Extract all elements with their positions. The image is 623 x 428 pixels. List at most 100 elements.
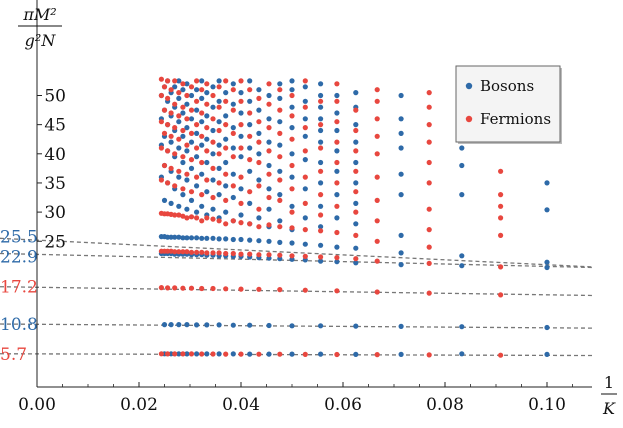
data-point: [176, 249, 182, 255]
data-point: [289, 225, 295, 231]
data-point: [216, 119, 222, 125]
data-point: [176, 234, 182, 240]
data-point: [180, 110, 186, 116]
data-point: [230, 322, 236, 328]
data-point: [158, 285, 164, 291]
data-point: [199, 159, 205, 166]
data-point: [318, 127, 324, 134]
data-point: [353, 168, 359, 174]
data-point: [172, 151, 178, 157]
data-point: [498, 352, 504, 358]
data-point: [180, 186, 186, 192]
data-point: [498, 203, 504, 209]
data-point: [266, 194, 272, 201]
data-point: [334, 159, 340, 166]
data-point: [334, 255, 340, 261]
data-point: [498, 292, 504, 298]
data-point: [176, 145, 182, 151]
data-point: [353, 122, 359, 128]
data-point: [199, 285, 205, 292]
data-point: [256, 238, 262, 244]
data-point: [210, 235, 216, 241]
data-point: [158, 76, 164, 82]
data-point: [176, 212, 182, 218]
data-point: [318, 212, 324, 218]
data-point: [194, 78, 200, 84]
data-point: [223, 197, 229, 203]
data-point: [172, 285, 178, 291]
data-point: [188, 189, 195, 195]
data-point: [247, 237, 253, 243]
data-point: [230, 107, 236, 113]
data-point: [194, 107, 200, 113]
data-point: [318, 139, 324, 145]
data-point: [544, 259, 550, 265]
data-point: [247, 157, 253, 163]
data-point: [289, 203, 295, 209]
data-point: [210, 139, 216, 145]
data-point: [289, 240, 295, 246]
legend-marker: [465, 115, 473, 123]
data-point: [318, 323, 324, 329]
data-point: [302, 98, 308, 104]
data-point: [168, 322, 174, 328]
data-point: [318, 242, 324, 248]
legend-marker: [465, 82, 473, 90]
data-point: [318, 203, 324, 209]
data-point: [223, 136, 229, 142]
data-point: [230, 183, 236, 189]
data-point: [158, 119, 164, 125]
data-point: [161, 322, 168, 328]
data-point: [172, 101, 178, 107]
data-point: [184, 322, 190, 328]
data-point: [230, 125, 236, 131]
data-point: [353, 189, 359, 195]
x-tick-label: 0.00: [18, 395, 56, 415]
data-point: [426, 244, 432, 250]
data-point: [238, 351, 244, 357]
data-point: [289, 125, 295, 131]
data-point: [158, 351, 164, 357]
data-point: [180, 154, 186, 160]
data-point: [184, 81, 190, 87]
data-point: [247, 98, 253, 104]
data-point: [277, 130, 283, 136]
data-point: [277, 119, 283, 125]
data-point: [223, 221, 229, 227]
data-point: [266, 81, 272, 87]
data-point: [238, 145, 244, 151]
data-point: [230, 250, 236, 257]
data-point: [256, 177, 262, 183]
data-point: [199, 235, 205, 241]
data-point: [199, 110, 205, 116]
data-point: [176, 351, 182, 357]
data-point: [210, 250, 216, 256]
data-point: [289, 151, 295, 157]
data-point: [459, 351, 465, 357]
data-point: [256, 87, 262, 93]
data-point: [289, 351, 295, 357]
data-point: [277, 239, 283, 245]
data-point: [180, 87, 186, 93]
data-point: [334, 148, 340, 154]
data-point: [158, 210, 164, 216]
data-point: [210, 92, 216, 99]
data-point: [194, 87, 200, 93]
y-axis-label-numerator: πM²: [22, 5, 56, 24]
x-axis-label-denominator: K: [602, 399, 616, 418]
data-point: [216, 236, 222, 242]
data-point: [176, 95, 182, 101]
data-point: [165, 285, 171, 291]
data-point: [353, 90, 359, 96]
data-point: [238, 186, 244, 192]
data-point: [426, 290, 432, 296]
y-tick-label: 40: [44, 145, 66, 165]
y-tick-label: 30: [44, 203, 66, 223]
data-point: [289, 92, 295, 99]
data-point: [165, 351, 171, 357]
data-point: [277, 224, 283, 230]
data-point: [194, 130, 200, 136]
data-point: [256, 139, 262, 145]
data-point: [188, 197, 195, 203]
